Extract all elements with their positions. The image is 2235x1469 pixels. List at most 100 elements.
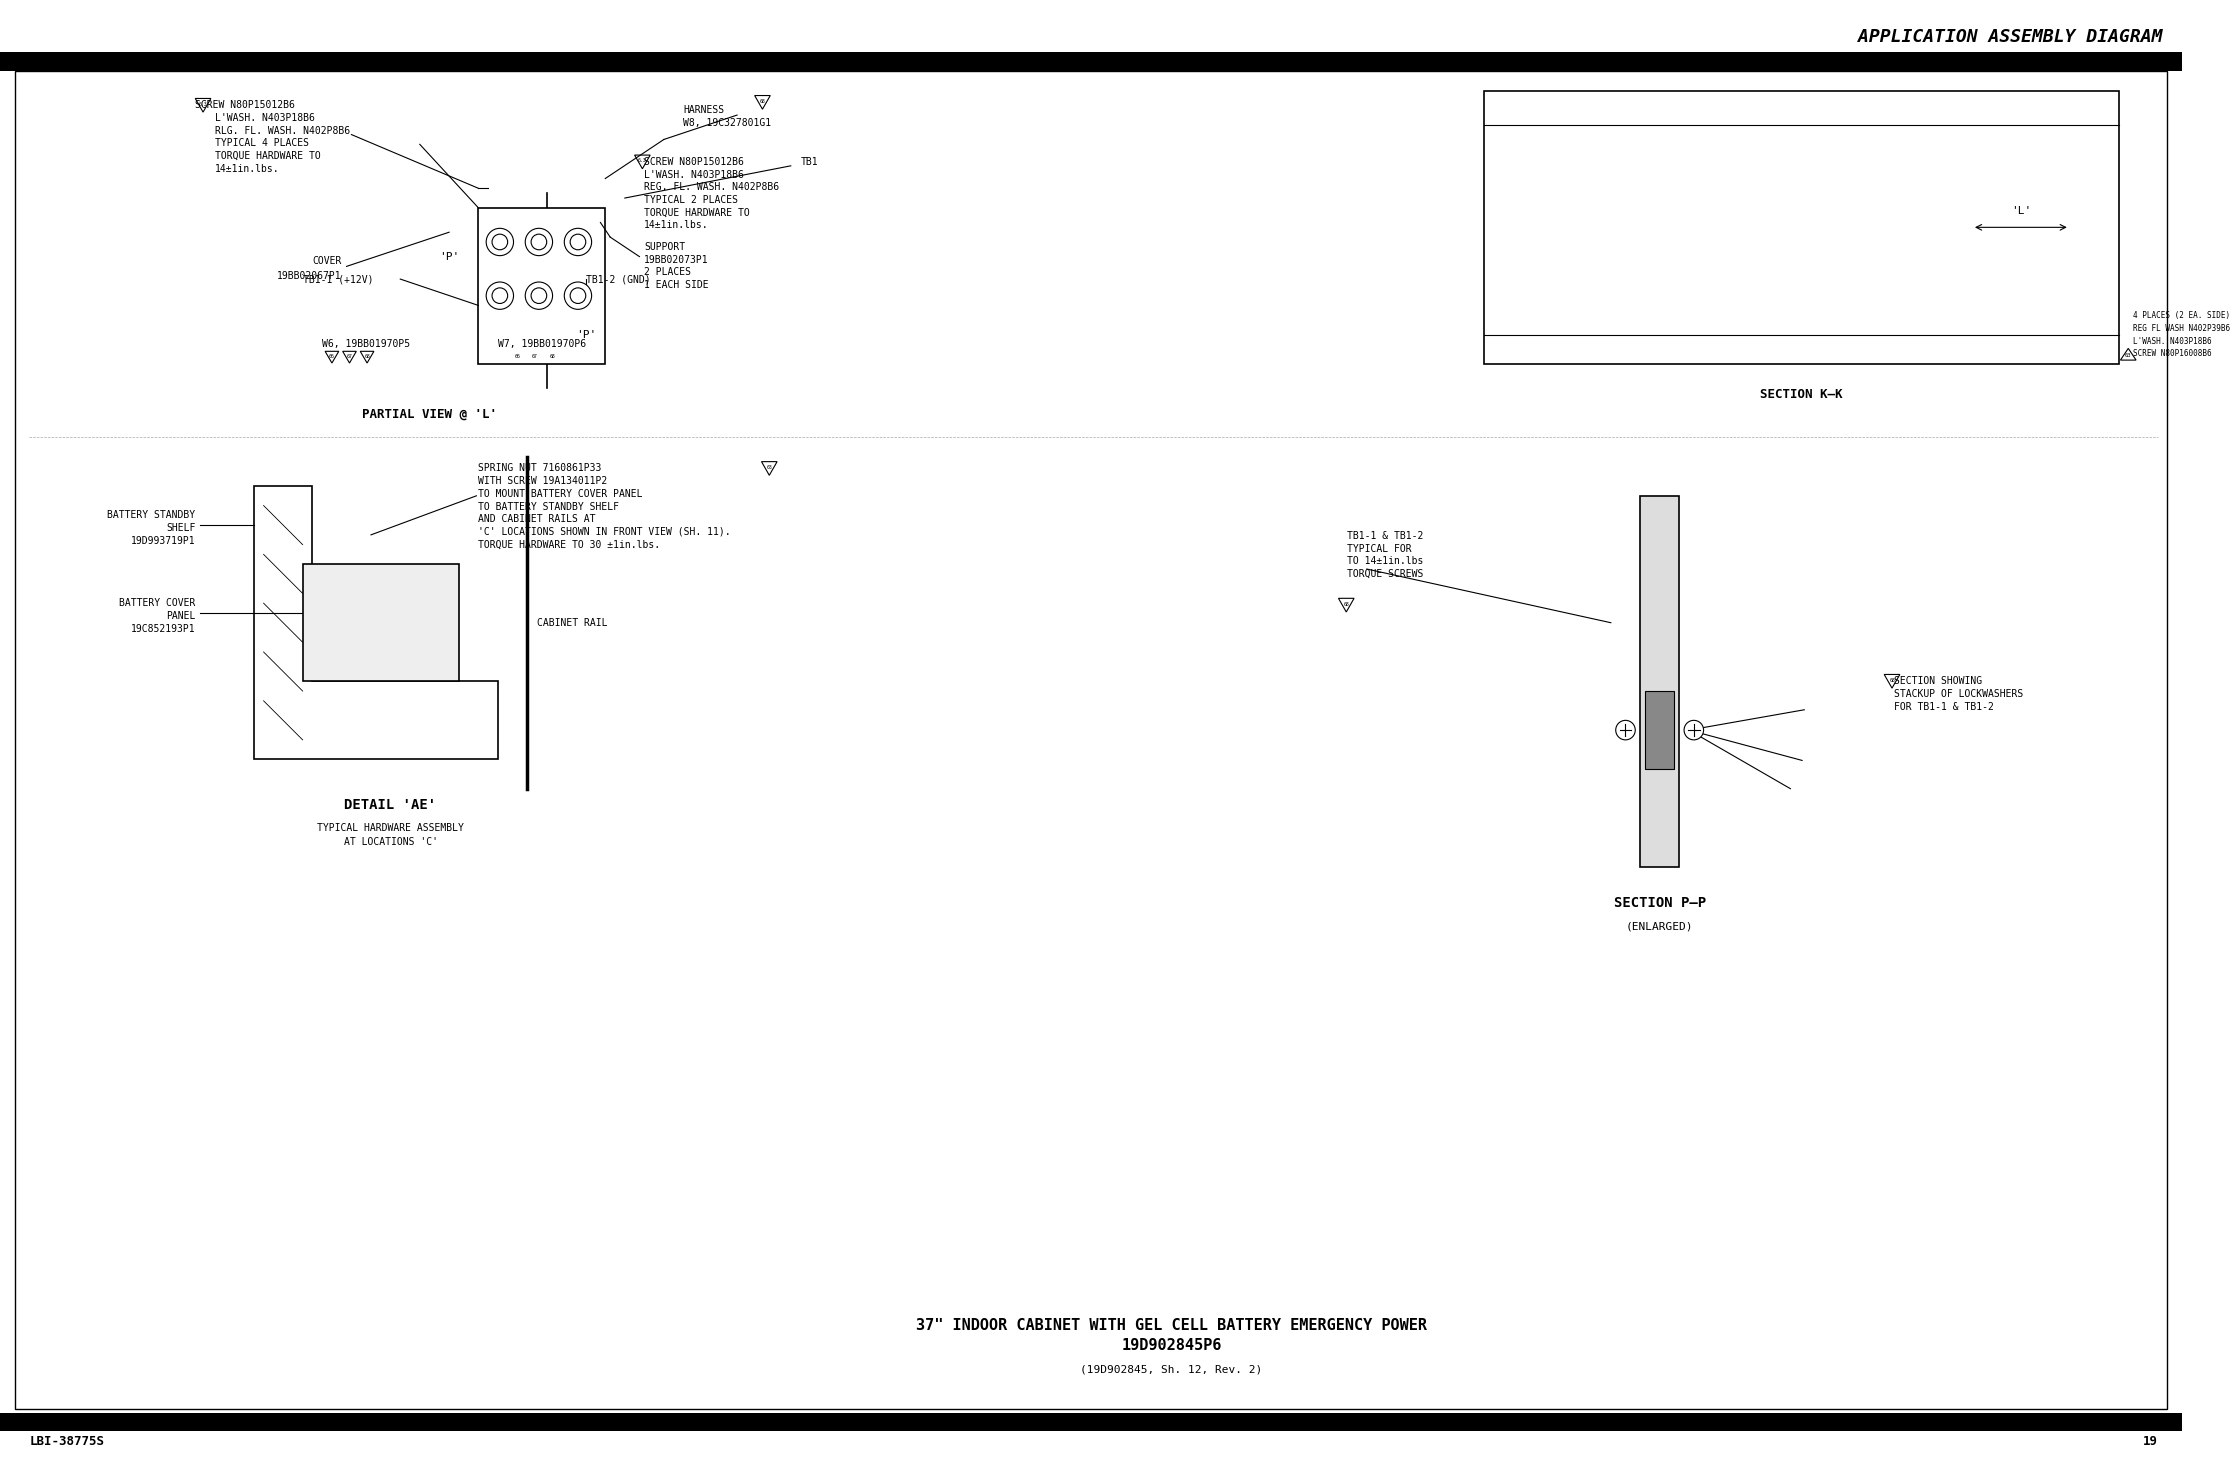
- Text: TO MOUNT BATTERY COVER PANEL: TO MOUNT BATTERY COVER PANEL: [478, 489, 644, 499]
- Circle shape: [487, 228, 514, 256]
- Text: SECTION P–P: SECTION P–P: [1614, 896, 1705, 911]
- Text: SPRING NUT 7160861P33: SPRING NUT 7160861P33: [478, 463, 601, 473]
- Text: 6.3: 6.3: [637, 159, 646, 163]
- Text: L'WASH. N403P18B6: L'WASH. N403P18B6: [644, 169, 744, 179]
- Text: REG FL WASH N402P39B6: REG FL WASH N402P39B6: [2132, 325, 2231, 333]
- Text: STACKUP OF LOCKWASHERS: STACKUP OF LOCKWASHERS: [1893, 689, 2023, 699]
- Text: TYPICAL 4 PLACES: TYPICAL 4 PLACES: [215, 138, 308, 148]
- Bar: [1645, 690, 1674, 770]
- Text: 19D902845P6: 19D902845P6: [1122, 1338, 1223, 1353]
- Text: 19: 19: [2143, 1435, 2157, 1448]
- Text: 66: 66: [329, 354, 335, 358]
- Text: PANEL: PANEL: [165, 611, 194, 621]
- Text: TORQUE HARDWARE TO 30 ±1in.lbs.: TORQUE HARDWARE TO 30 ±1in.lbs.: [478, 539, 662, 549]
- Text: 14±1in.lbs.: 14±1in.lbs.: [215, 163, 279, 173]
- Circle shape: [1616, 720, 1636, 740]
- Bar: [302, 564, 458, 682]
- Text: 19D993719P1: 19D993719P1: [130, 536, 194, 545]
- Text: 19BB02067P1: 19BB02067P1: [277, 272, 342, 281]
- Text: BATTERY COVER: BATTERY COVER: [118, 598, 194, 608]
- Text: TB1-2 (GND): TB1-2 (GND): [586, 275, 650, 284]
- Text: AND CABINET RAILS AT: AND CABINET RAILS AT: [478, 514, 597, 524]
- Text: SECTION K–K: SECTION K–K: [1759, 388, 1842, 401]
- Text: APPLICATION ASSEMBLY DIAGRAM: APPLICATION ASSEMBLY DIAGRAM: [1857, 28, 2163, 46]
- Polygon shape: [255, 486, 498, 759]
- Text: TB1-1 (+12V): TB1-1 (+12V): [302, 275, 373, 284]
- Text: HARNESS: HARNESS: [684, 106, 724, 115]
- Text: LBI-38775S: LBI-38775S: [29, 1435, 105, 1448]
- Text: SCREW N80P15012B6: SCREW N80P15012B6: [194, 100, 295, 110]
- Text: TO BATTERY STANDBY SHELF: TO BATTERY STANDBY SHELF: [478, 501, 619, 511]
- Bar: [478, 207, 606, 364]
- Text: 'P': 'P': [438, 251, 458, 261]
- Text: TORQUE HARDWARE TO: TORQUE HARDWARE TO: [215, 151, 320, 162]
- Text: TYPICAL 2 PLACES: TYPICAL 2 PLACES: [644, 195, 738, 206]
- Text: 68: 68: [760, 98, 764, 104]
- Text: SCREW N80P16008B6: SCREW N80P16008B6: [2132, 350, 2213, 358]
- Text: 6.3: 6.3: [199, 101, 208, 107]
- Text: BATTERY STANDBY: BATTERY STANDBY: [107, 510, 194, 520]
- Circle shape: [563, 228, 592, 256]
- Text: 'C' LOCATIONS SHOWN IN FRONT VIEW (SH. 11).: 'C' LOCATIONS SHOWN IN FRONT VIEW (SH. 1…: [478, 527, 731, 538]
- Text: (19D902845, Sh. 12, Rev. 2): (19D902845, Sh. 12, Rev. 2): [1080, 1365, 1263, 1375]
- Text: SUPPORT: SUPPORT: [644, 242, 686, 251]
- Text: TORQUE HARDWARE TO: TORQUE HARDWARE TO: [644, 207, 751, 217]
- Circle shape: [492, 234, 507, 250]
- Circle shape: [563, 282, 592, 310]
- Text: 63: 63: [767, 466, 771, 470]
- Text: COVER: COVER: [313, 257, 342, 266]
- Text: AT LOCATIONS 'C': AT LOCATIONS 'C': [344, 837, 438, 848]
- Text: 68: 68: [1889, 677, 1895, 683]
- Text: TYPICAL HARDWARE ASSEMBLY: TYPICAL HARDWARE ASSEMBLY: [317, 823, 465, 833]
- Circle shape: [525, 228, 552, 256]
- Circle shape: [492, 288, 507, 304]
- Text: PARTIAL VIEW @ 'L': PARTIAL VIEW @ 'L': [362, 408, 496, 422]
- Text: W6, 19BB01970P5: W6, 19BB01970P5: [322, 339, 411, 350]
- Text: TYPICAL FOR: TYPICAL FOR: [1348, 544, 1413, 554]
- Text: W8, 19C327801G1: W8, 19C327801G1: [684, 118, 771, 128]
- Text: 'P': 'P': [577, 329, 597, 339]
- Text: 2 PLACES: 2 PLACES: [644, 267, 691, 278]
- Bar: [0, 51, 2181, 71]
- Text: 63: 63: [2125, 353, 2132, 358]
- Text: 19BB02073P1: 19BB02073P1: [644, 254, 708, 264]
- Text: 68: 68: [1343, 602, 1350, 607]
- Text: TO 14±1in.lbs: TO 14±1in.lbs: [1348, 557, 1424, 566]
- Circle shape: [570, 288, 586, 304]
- Text: REG. FL. WASH. N402P8B6: REG. FL. WASH. N402P8B6: [644, 182, 780, 192]
- Bar: [1640, 497, 1678, 867]
- Text: 37" INDOOR CABINET WITH GEL CELL BATTERY EMERGENCY POWER: 37" INDOOR CABINET WITH GEL CELL BATTERY…: [916, 1318, 1426, 1334]
- Text: L'WASH. N403P18B6: L'WASH. N403P18B6: [2132, 336, 2213, 345]
- Text: FOR TB1-1 & TB1-2: FOR TB1-1 & TB1-2: [1893, 702, 1994, 711]
- Circle shape: [487, 282, 514, 310]
- Text: WITH SCREW 19A134011P2: WITH SCREW 19A134011P2: [478, 476, 608, 486]
- Text: 14±1in.lbs.: 14±1in.lbs.: [644, 220, 708, 231]
- Text: TORQUE SCREWS: TORQUE SCREWS: [1348, 569, 1424, 579]
- Text: TB1-1 & TB1-2: TB1-1 & TB1-2: [1348, 530, 1424, 541]
- Text: SHELF: SHELF: [165, 523, 194, 533]
- Text: SECTION SHOWING: SECTION SHOWING: [1893, 676, 1982, 686]
- Text: 1 EACH SIDE: 1 EACH SIDE: [644, 281, 708, 289]
- Text: DETAIL 'AE': DETAIL 'AE': [344, 799, 436, 812]
- Text: 68: 68: [364, 354, 371, 358]
- Text: SCREW N80P15012B6: SCREW N80P15012B6: [644, 157, 744, 167]
- Text: 4 PLACES (2 EA. SIDE): 4 PLACES (2 EA. SIDE): [2132, 311, 2231, 320]
- Bar: [1484, 91, 2119, 364]
- Bar: [0, 1413, 2181, 1431]
- Text: RLG. FL. WASH. N402P8B6: RLG. FL. WASH. N402P8B6: [215, 126, 351, 135]
- Circle shape: [532, 234, 548, 250]
- Text: W7, 19BB01970P6: W7, 19BB01970P6: [498, 339, 586, 350]
- Text: TB1: TB1: [800, 157, 818, 167]
- Text: 66: 66: [514, 354, 521, 358]
- Text: 67: 67: [346, 354, 353, 358]
- Text: 68: 68: [550, 354, 557, 358]
- Circle shape: [570, 234, 586, 250]
- Circle shape: [532, 288, 548, 304]
- Circle shape: [525, 282, 552, 310]
- Text: 19C852193P1: 19C852193P1: [130, 623, 194, 633]
- Text: (ENLARGED): (ENLARGED): [1625, 921, 1694, 931]
- Text: 67: 67: [532, 354, 539, 358]
- Circle shape: [1683, 720, 1703, 740]
- Text: L'WASH. N403P18B6: L'WASH. N403P18B6: [215, 113, 315, 123]
- Text: 'L': 'L': [2012, 206, 2032, 216]
